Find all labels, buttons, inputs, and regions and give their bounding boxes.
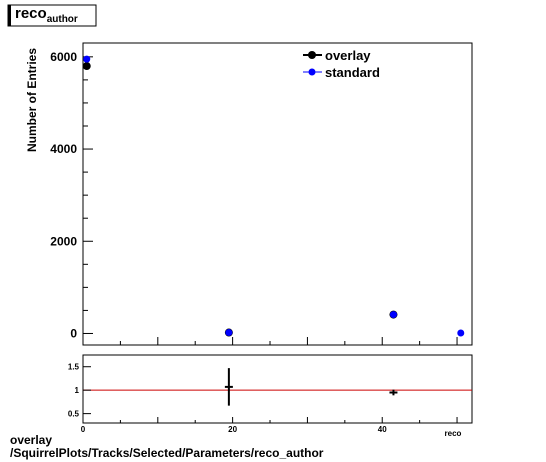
y-tick-label: 0	[70, 326, 77, 340]
standard-data-point	[457, 329, 465, 337]
legend-overlay-marker	[308, 51, 316, 59]
y-tick-label: 6000	[50, 50, 77, 64]
main-y-tick-labels: 0 2000 4000 6000	[50, 50, 77, 341]
legend-standard-label: standard	[325, 65, 380, 80]
chart-title: recoauthor	[15, 5, 78, 25]
legend-standard-marker	[308, 68, 316, 76]
legend: overlay standard	[303, 48, 380, 80]
title-box-shadow	[8, 5, 11, 26]
ratio-x-tick-label: 40	[378, 425, 387, 434]
overlay-data-point	[82, 62, 91, 71]
footer-path: /SquirrelPlots/Tracks/Selected/Parameter…	[10, 446, 324, 460]
y-tick-label: 4000	[50, 142, 77, 156]
footer-overlay-label: overlay	[10, 433, 53, 447]
x-axis-label: reco	[445, 429, 462, 438]
legend-overlay-label: overlay	[325, 48, 371, 63]
standard-data-point	[83, 55, 91, 63]
main-data-points	[82, 55, 465, 337]
ratio-y-tick-label: 1	[75, 386, 80, 395]
main-axis-ticks	[82, 56, 458, 345]
ratio-y-tick-label: 0.5	[68, 410, 80, 419]
ratio-x-tick-label: 20	[228, 425, 237, 434]
ratio-x-tick-label: 0	[81, 425, 86, 434]
standard-data-point	[389, 311, 397, 319]
ratio-axis-ticks	[82, 366, 458, 423]
ratio-plot-frame	[82, 354, 473, 424]
ratio-data-points	[224, 368, 398, 406]
y-tick-label: 2000	[50, 234, 77, 248]
standard-data-point	[225, 329, 233, 337]
ratio-x-tick-labels: 0 20 40	[81, 425, 387, 434]
ratio-y-tick-labels: 0.5 1 1.5	[68, 363, 80, 419]
ratio-y-tick-label: 1.5	[68, 363, 80, 372]
main-plot-frame	[82, 42, 473, 346]
y-axis-label: Number of Entries	[25, 48, 39, 152]
